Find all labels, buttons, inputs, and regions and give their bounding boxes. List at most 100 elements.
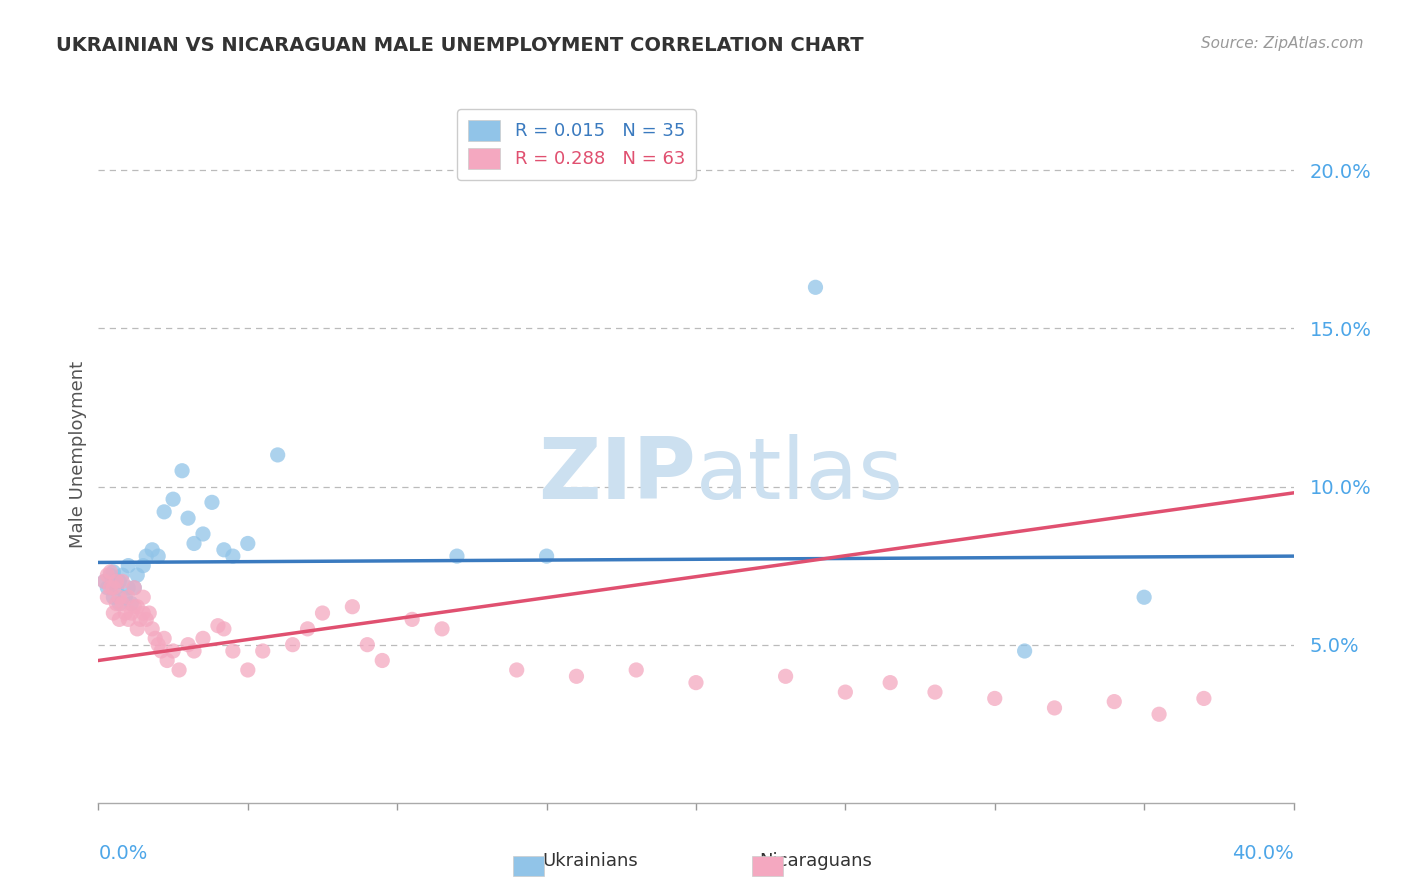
Point <box>148 638 170 652</box>
Point <box>127 568 149 582</box>
Point <box>132 558 155 573</box>
Point <box>124 581 146 595</box>
Point <box>183 644 205 658</box>
Text: 40.0%: 40.0% <box>1232 844 1294 863</box>
Point <box>98 581 122 595</box>
Point <box>1014 644 1036 658</box>
Point <box>624 663 647 677</box>
Point <box>96 591 118 605</box>
Point <box>111 568 134 582</box>
Point <box>162 644 184 658</box>
Point <box>108 597 131 611</box>
Text: Ukrainians: Ukrainians <box>543 852 638 870</box>
Point <box>191 632 214 646</box>
Point <box>311 606 333 620</box>
Point <box>177 638 200 652</box>
Point <box>1147 707 1170 722</box>
Text: 0.0%: 0.0% <box>98 844 148 863</box>
Point <box>536 549 558 563</box>
Y-axis label: Male Unemployment: Male Unemployment <box>69 361 87 549</box>
Text: ZIP: ZIP <box>538 434 696 517</box>
Point <box>804 280 827 294</box>
Point <box>132 606 155 620</box>
Point <box>135 612 157 626</box>
Point <box>93 574 115 589</box>
Point <box>135 549 157 563</box>
Point <box>207 618 229 632</box>
Point <box>156 653 179 667</box>
Point <box>150 644 173 658</box>
Point <box>371 653 394 667</box>
Point <box>212 542 235 557</box>
Point <box>148 549 170 563</box>
Point <box>117 581 139 595</box>
Point <box>105 574 128 589</box>
Point <box>1104 695 1126 709</box>
Point <box>132 591 155 605</box>
Point <box>236 536 259 550</box>
Point <box>183 536 205 550</box>
Point <box>114 591 136 605</box>
Point <box>124 599 146 614</box>
Point <box>117 558 139 573</box>
Point <box>401 612 423 626</box>
Point <box>222 549 245 563</box>
Point <box>96 581 118 595</box>
Point <box>834 685 856 699</box>
Point <box>103 591 125 605</box>
Point <box>141 622 163 636</box>
Point <box>565 669 588 683</box>
Point <box>111 597 134 611</box>
Point <box>124 581 146 595</box>
Point <box>117 591 139 605</box>
Point <box>127 622 149 636</box>
Legend: R = 0.015   N = 35, R = 0.288   N = 63: R = 0.015 N = 35, R = 0.288 N = 63 <box>457 109 696 179</box>
Point <box>879 675 901 690</box>
Text: Source: ZipAtlas.com: Source: ZipAtlas.com <box>1201 36 1364 51</box>
Point <box>236 663 259 677</box>
Point <box>108 612 131 626</box>
Point <box>98 568 122 582</box>
Point <box>222 644 245 658</box>
Point <box>342 599 364 614</box>
Point <box>103 581 125 595</box>
Point <box>120 606 142 620</box>
Point <box>103 606 125 620</box>
Point <box>201 495 224 509</box>
Point <box>98 565 122 579</box>
Point <box>252 644 274 658</box>
Text: atlas: atlas <box>696 434 904 517</box>
Point <box>983 691 1005 706</box>
Point <box>446 549 468 563</box>
Point <box>138 606 160 620</box>
Point <box>153 632 176 646</box>
Point <box>775 669 797 683</box>
Point <box>172 464 194 478</box>
Point <box>96 568 118 582</box>
Point <box>103 565 125 579</box>
Text: UKRAINIAN VS NICARAGUAN MALE UNEMPLOYMENT CORRELATION CHART: UKRAINIAN VS NICARAGUAN MALE UNEMPLOYMEN… <box>56 36 863 54</box>
Text: Nicaraguans: Nicaraguans <box>759 852 872 870</box>
Point <box>506 663 529 677</box>
Point <box>212 622 235 636</box>
Point <box>356 638 378 652</box>
Point <box>1192 691 1215 706</box>
Point <box>114 606 136 620</box>
Point <box>267 448 290 462</box>
Point <box>1133 591 1156 605</box>
Point <box>93 574 115 589</box>
Point <box>281 638 304 652</box>
Point <box>120 597 142 611</box>
Point <box>167 663 190 677</box>
Point <box>297 622 319 636</box>
Point <box>111 574 134 589</box>
Point <box>108 591 131 605</box>
Point <box>685 675 707 690</box>
Point <box>105 581 128 595</box>
Point <box>129 612 152 626</box>
Point <box>105 597 128 611</box>
Point <box>108 574 131 589</box>
Point <box>127 599 149 614</box>
Point <box>153 505 176 519</box>
Point <box>117 612 139 626</box>
